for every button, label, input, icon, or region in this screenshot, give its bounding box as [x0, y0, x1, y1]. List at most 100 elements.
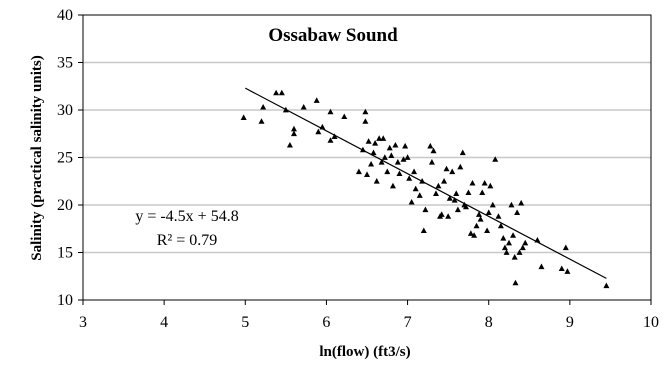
data-point [512, 279, 519, 286]
data-point [514, 209, 521, 215]
x-tick-label: 9 [566, 314, 574, 331]
data-point [506, 239, 512, 246]
y-tick-label: 40 [57, 7, 73, 24]
data-point [487, 182, 494, 189]
data-point [240, 114, 247, 120]
data-point [446, 195, 453, 201]
trendline [245, 87, 607, 279]
data-point [327, 108, 334, 115]
x-axis-ticks: 3 4 5 6 7 8 9 10 [79, 300, 659, 331]
data-point [485, 209, 492, 215]
data-point [380, 135, 387, 141]
x-tick-label: 10 [643, 314, 659, 331]
data-point [327, 137, 334, 143]
data-point [438, 211, 445, 217]
data-point [462, 203, 469, 210]
data-point [435, 182, 442, 189]
y-tick-label: 10 [57, 292, 73, 309]
chart-title: Ossabaw Sound [268, 25, 398, 46]
data-point [428, 159, 435, 165]
data-point [416, 192, 423, 198]
data-point [260, 103, 267, 110]
data-point [370, 149, 377, 156]
data-point [477, 216, 484, 222]
data-point [538, 263, 545, 270]
data-point [376, 135, 383, 141]
data-point [331, 133, 338, 139]
data-point [273, 89, 280, 96]
data-point [258, 118, 265, 124]
data-point [501, 244, 508, 251]
data-point [364, 171, 370, 177]
data-point [503, 249, 510, 255]
data-point [388, 152, 395, 158]
data-point [372, 140, 379, 146]
trendline-equation: y = -4.5x + 54.8 [135, 208, 238, 225]
x-tick-label: 6 [322, 314, 330, 331]
data-point [389, 182, 396, 189]
data-point [368, 160, 375, 167]
data-point [562, 244, 569, 251]
data-point [378, 159, 385, 165]
data-point [519, 244, 526, 251]
data-point [402, 142, 409, 149]
data-point [603, 282, 610, 289]
data-point [451, 197, 458, 203]
data-point [290, 130, 297, 137]
data-point [408, 198, 415, 205]
x-tick-label: 4 [160, 314, 168, 331]
data-point [396, 170, 403, 177]
data-point [479, 189, 486, 196]
data-point [443, 165, 450, 172]
data-point [355, 168, 362, 175]
y-tick-label: 30 [57, 102, 73, 119]
data-point [384, 168, 391, 175]
data-point [467, 230, 474, 236]
x-tick-label: 7 [404, 314, 412, 331]
data-point [445, 213, 452, 219]
data-point [381, 154, 388, 160]
data-point [489, 201, 496, 208]
data-point [511, 254, 518, 260]
x-axis-title: ln(flow) (ft3/s) [319, 344, 410, 360]
data-point [481, 179, 488, 186]
data-point [400, 156, 407, 162]
data-point [300, 103, 307, 110]
y-tick-label: 25 [57, 150, 73, 167]
r-squared-label: R² = 0.79 [157, 232, 218, 249]
data-point [465, 189, 472, 196]
data-point [475, 211, 482, 217]
data-point [404, 154, 411, 160]
data-point [427, 142, 434, 149]
data-point [278, 89, 285, 96]
y-axis-title: Salinity (practical salinity units) [29, 55, 45, 260]
data-point [454, 206, 461, 213]
data-point [564, 268, 571, 274]
data-point [365, 138, 372, 144]
data-point [441, 178, 448, 184]
data-point [522, 239, 529, 246]
data-point [430, 147, 437, 154]
data-point [500, 235, 507, 241]
x-tick-label: 8 [485, 314, 493, 331]
data-point [457, 163, 464, 170]
data-point [394, 159, 401, 165]
data-point [453, 190, 460, 196]
data-point [459, 149, 466, 156]
data-point [392, 141, 399, 148]
data-points [240, 89, 610, 289]
data-point [422, 206, 429, 213]
x-tick-label: 5 [241, 314, 249, 331]
data-point [290, 125, 297, 132]
data-point [406, 175, 413, 181]
data-point [473, 222, 480, 229]
data-point [471, 232, 478, 238]
data-point [497, 222, 504, 229]
data-point [508, 201, 515, 208]
data-point [362, 118, 369, 124]
data-point [516, 249, 523, 255]
data-point [412, 185, 419, 192]
data-point [286, 141, 293, 148]
data-point [518, 199, 525, 206]
